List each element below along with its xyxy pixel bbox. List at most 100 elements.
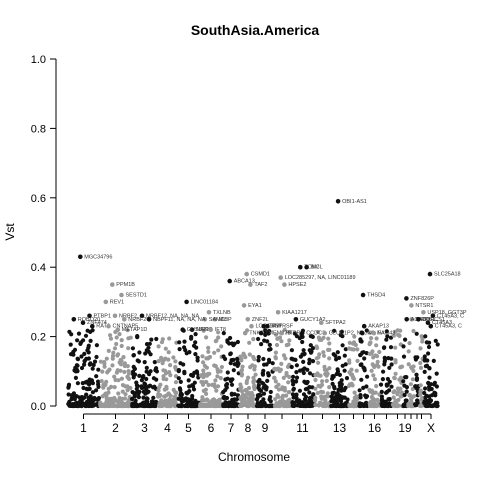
highlighted-snp-point <box>245 317 251 322</box>
snp-point <box>128 385 133 391</box>
snp-point <box>177 403 182 408</box>
snp-point <box>116 391 121 396</box>
snp-point <box>268 399 273 404</box>
snp-point <box>160 337 165 342</box>
snp-gene-label: METAP1D <box>122 327 148 333</box>
snp-point <box>303 387 308 392</box>
snp-point <box>159 355 164 360</box>
snp-point <box>346 383 352 388</box>
snp-point <box>289 364 294 370</box>
snp-point <box>409 396 414 402</box>
snp-point <box>325 371 330 376</box>
snp-point <box>385 376 390 382</box>
snp-point <box>186 390 191 395</box>
highlighted-snp-point <box>103 299 109 305</box>
snp-point <box>163 371 169 376</box>
snp-point <box>100 369 105 374</box>
snp-point <box>371 363 376 368</box>
snp-point <box>252 367 257 372</box>
snp-point <box>240 396 245 401</box>
x-tick-label: X <box>427 421 435 435</box>
snp-point <box>287 390 292 395</box>
snp-point <box>218 376 223 381</box>
snp-point <box>418 383 423 388</box>
snp-gene-label: PPM1B <box>116 282 135 288</box>
snp-point <box>263 328 268 333</box>
snp-point <box>431 358 436 363</box>
snp-point <box>330 391 335 396</box>
snp-point <box>256 354 261 360</box>
snp-point <box>191 343 197 348</box>
x-tick-label: 8 <box>245 421 252 435</box>
snp-point <box>114 341 119 347</box>
snp-point <box>199 379 204 384</box>
snp-point <box>135 358 140 363</box>
highlighted-snp-point <box>299 330 305 336</box>
snp-point <box>83 403 88 408</box>
snp-point <box>69 395 75 401</box>
snp-point <box>219 364 224 370</box>
snp-point <box>234 397 239 402</box>
snp-point <box>110 363 115 368</box>
x-tick-label: 4 <box>164 421 171 435</box>
highlighted-snp-point <box>242 330 248 336</box>
snp-point <box>266 371 271 376</box>
snp-point <box>402 383 407 388</box>
snp-gene-label: CSMD1 <box>251 272 270 278</box>
snp-point <box>228 335 233 341</box>
snp-point <box>307 385 312 390</box>
snp-point <box>82 395 87 400</box>
snp-point <box>120 389 125 394</box>
snp-point <box>433 338 438 343</box>
snp-gene-label: ROBO20 <box>78 317 100 323</box>
snp-point <box>423 403 428 408</box>
snp-point <box>347 358 352 363</box>
snp-point <box>193 352 198 357</box>
snp-point <box>276 403 281 408</box>
snp-point <box>294 334 299 339</box>
snp-point <box>294 395 299 400</box>
snp-point <box>273 403 278 408</box>
snp-point <box>347 370 352 375</box>
snp-point <box>231 357 236 362</box>
snp-point <box>393 345 398 350</box>
snp-point <box>290 379 295 384</box>
snp-point <box>418 403 423 409</box>
snp-point <box>403 337 408 342</box>
snp-gene-label: BICL <box>311 265 323 271</box>
snp-gene-label: CCDC3 <box>306 331 325 337</box>
snp-point <box>201 328 206 333</box>
snp-point <box>389 384 394 389</box>
snp-point <box>408 382 413 387</box>
snp-point <box>290 403 295 408</box>
snp-point <box>327 356 332 361</box>
snp-point <box>315 329 321 335</box>
snp-point <box>418 360 423 366</box>
snp-point <box>321 335 326 340</box>
snp-point <box>243 388 248 393</box>
snp-point <box>266 331 271 336</box>
snp-point <box>186 403 191 409</box>
snp-point <box>78 341 83 346</box>
snp-point <box>85 348 90 353</box>
snp-gene-label: RATJ <box>96 324 110 330</box>
x-tick-label: 2 <box>112 421 119 435</box>
snp-point <box>229 402 234 407</box>
snp-point <box>384 337 389 342</box>
snp-point <box>157 403 162 408</box>
snp-point <box>177 347 182 352</box>
snp-point <box>156 394 161 399</box>
snp-point <box>313 398 318 403</box>
snp-point <box>82 362 87 367</box>
snp-point <box>355 358 360 363</box>
snp-point <box>112 395 117 401</box>
snp-point <box>268 389 273 395</box>
snp-point <box>229 392 234 397</box>
snp-point <box>411 328 416 334</box>
snp-point <box>391 403 396 408</box>
snp-point <box>106 348 111 353</box>
highlighted-snp-point <box>319 320 324 326</box>
snp-point <box>264 385 269 390</box>
snp-gene-label: USP18, GGT3P <box>427 310 466 316</box>
highlighted-snp-point <box>106 323 111 329</box>
